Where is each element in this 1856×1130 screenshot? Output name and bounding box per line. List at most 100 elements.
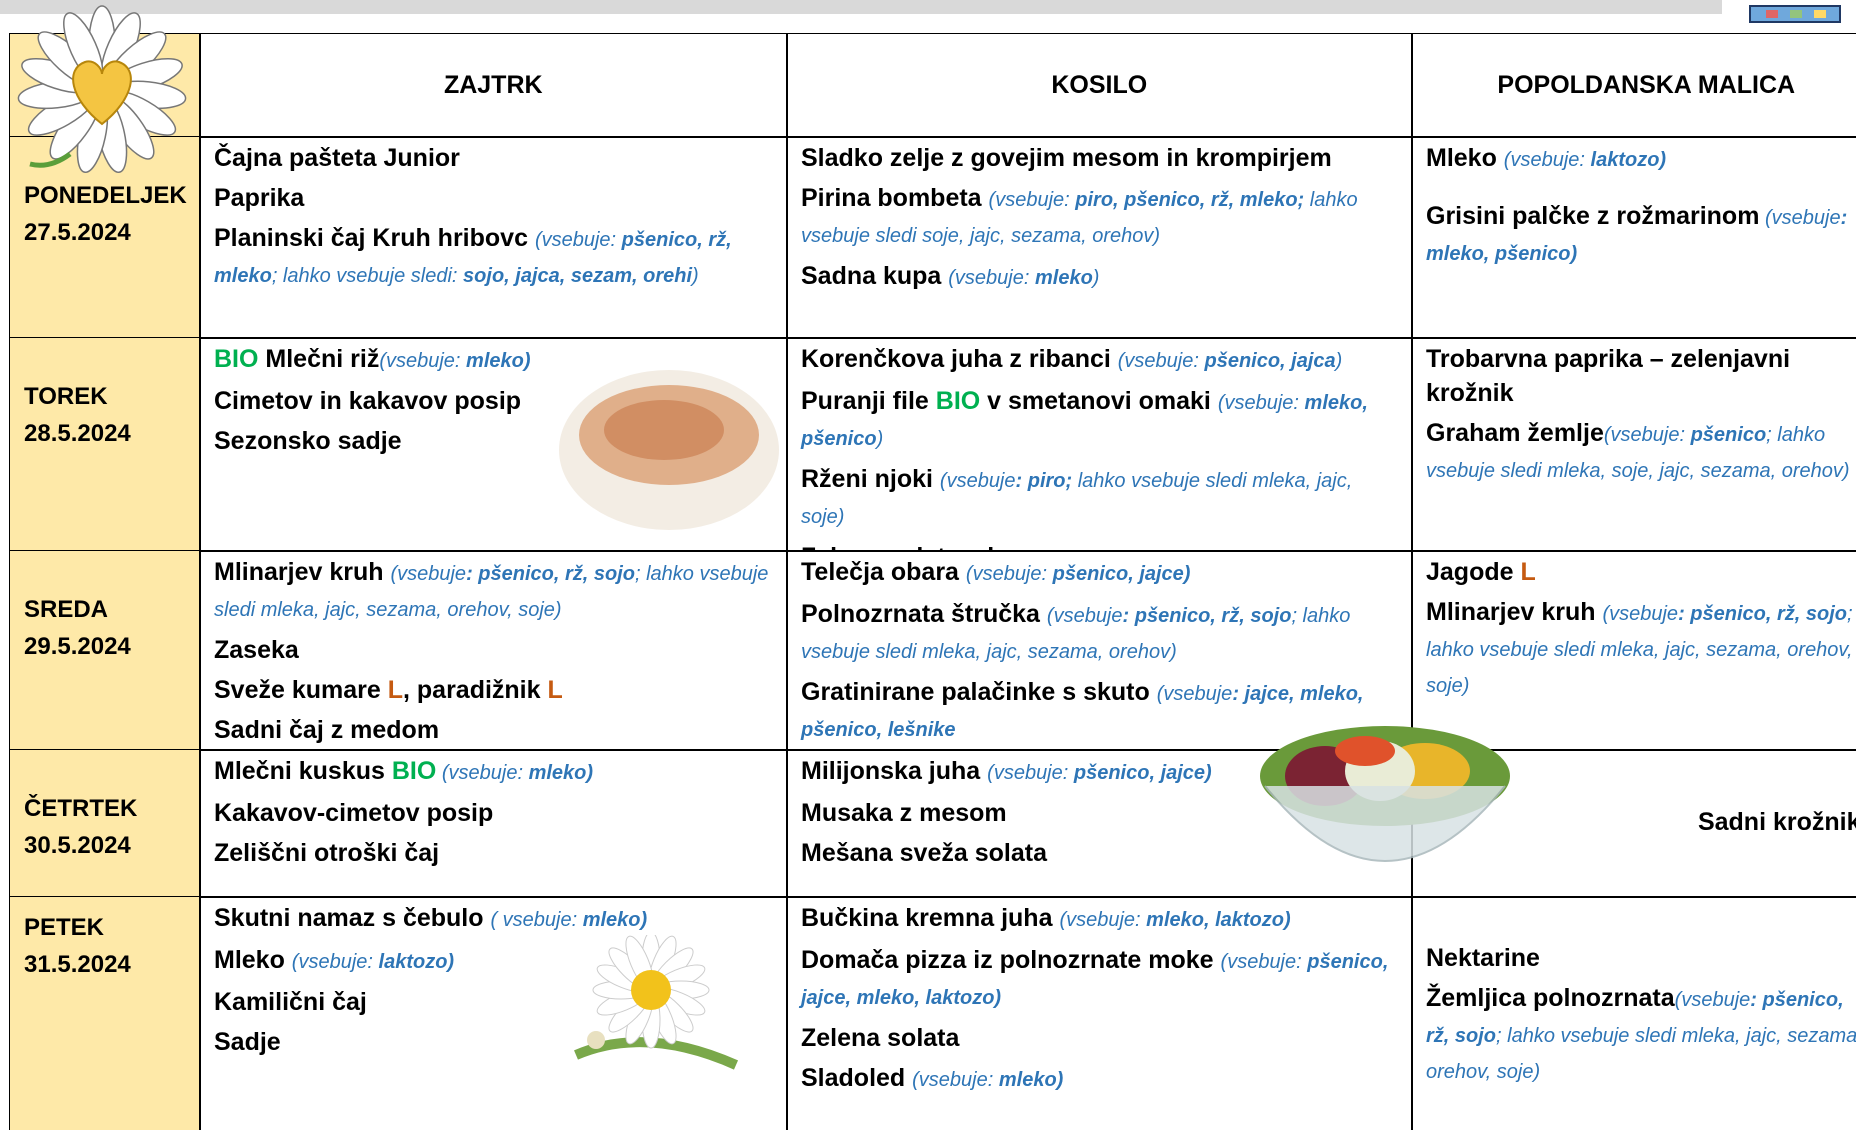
bio-text: BIO [391, 757, 437, 785]
note-text: (vsebuje [1759, 207, 1841, 229]
menu-item: Čajna pašteta Junior [214, 141, 775, 175]
dish-text: Jagode [1426, 558, 1521, 586]
note-text: (vsebuje: [948, 267, 1035, 289]
dish-text: Mešana sveža solata [801, 839, 1047, 867]
note-text: (vsebuje: [988, 189, 1076, 211]
dish-text: Bučkina kremna juha [801, 904, 1060, 932]
menu-item: Zeliščni otroški čaj [214, 836, 775, 870]
rice-image [559, 370, 779, 530]
menu-item: Sadni krožnik [1698, 805, 1856, 839]
dish-text: Kakavov-cimetov posip [214, 799, 494, 827]
dish-text: Zelena solata s koruzo [801, 543, 1069, 551]
allergen-text: laktozo) [378, 951, 455, 973]
allergen-text: mleko [1034, 267, 1093, 289]
menu-item: Trobarvna paprika – zelenjavni krožnik [1426, 342, 1856, 410]
dish-text: Sadje [214, 1028, 281, 1056]
dish-text: Sveže kumare [214, 676, 388, 704]
note-text: (vsebuje: [1059, 909, 1147, 931]
allergen-text: pšenico, jajce) [1073, 762, 1212, 784]
dish-text: Korenčkova juha z ribanci [801, 345, 1118, 373]
day-date: 27.5.2024 [24, 219, 131, 246]
note-text: ; lahko vsebuje sledi: [271, 265, 464, 287]
dish-text: Sadni krožnik [1697, 808, 1856, 837]
note-text: ; lahko vsebuje sledi mleka, jajc, sezam… [214, 563, 769, 621]
allergen-text: mleko) [998, 1069, 1064, 1091]
day-cell: TOREK 28.5.2024 [9, 337, 201, 552]
allergen-text: laktozo) [1590, 149, 1667, 171]
menu-cell: Jagode L Mlinarjev kruh (vsebuje: pšenico… [1411, 550, 1856, 751]
note-text: lahko vsebuje sledi mleka, jajc, soje) [801, 470, 1353, 528]
note-text: (vsebuje [1674, 989, 1751, 1011]
menu-item: Mleko (vsebuje: laktozo) [1426, 141, 1856, 177]
day-date: 30.5.2024 [24, 832, 131, 859]
menu-item: Mešana sveža solata [801, 836, 1400, 870]
note-text: ) [1092, 267, 1100, 289]
dish-text: Sadni čaj z medom [214, 716, 440, 744]
day-day: PETEK [24, 914, 105, 941]
dish-text: Zeliščni otroški čaj [214, 839, 440, 867]
menu-item: Sveže kumare L, paradižnik L [214, 673, 775, 707]
dish-text: Gratinirane palačinke s skuto [801, 678, 1157, 706]
note-text: (vsebuje: [987, 762, 1074, 784]
allergen-text: pšenico, jajca [1204, 350, 1336, 372]
day-day: TOREK [24, 383, 108, 410]
menu-item: Bučkina kremna juha (vsebuje: mleko, lak… [801, 901, 1400, 937]
menu-cell: Skutni namaz s čebulo ( vsebuje: mleko) M… [199, 896, 788, 1130]
menu-item: Graham žemlje(vsebuje: pšenico; lahko vs… [1426, 416, 1856, 488]
menu-item: Sadje [214, 1025, 775, 1059]
allergen-text: : pšenico, rž, sojo [1678, 603, 1847, 625]
note-text: (vsebuje: [291, 951, 379, 973]
dish-text: Mlečni kuskus [214, 757, 392, 785]
allergen-text: sojo, jajca, sezam, orehi [463, 265, 693, 287]
menu-item: Paprika [214, 181, 775, 215]
note-text: ) [692, 265, 699, 287]
dish-text: Musaka z mesom [801, 799, 1007, 827]
day-day: PONEDELJEK [24, 182, 187, 209]
note-text: (vsebuje: [1220, 951, 1308, 973]
note-text: (vsebuje: [436, 762, 529, 784]
allergen-text: pšenico [1690, 424, 1767, 446]
note-text: (vsebuje [1602, 603, 1679, 625]
dish-text: , paradižnik [403, 676, 548, 704]
menu-cell: Mlečni kuskus BIO (vsebuje: mleko) Kakavo… [199, 749, 788, 898]
allergen-text: pšenico, jajce) [1052, 563, 1191, 585]
dish-text: Domača pizza iz polnozrnate moke [801, 946, 1221, 974]
local-text: L [1520, 558, 1536, 586]
dish-text: Grisini palčke z rožmarinom [1426, 202, 1760, 230]
note-text: (vsebuje: [1503, 149, 1591, 171]
column-title: POPOLDANSKA MALICA [1497, 70, 1796, 99]
note-text: ( vsebuje: [490, 909, 583, 931]
menu-item: Rženi njoki (vsebuje: piro; lahko vsebuj… [801, 462, 1400, 534]
dish-text: Sladko zelje z govejim mesom in krompirj… [801, 144, 1332, 172]
menu-item: Nektarine [1426, 941, 1856, 975]
menu-cell: Trobarvna paprika – zelenjavni krožnik Gr… [1411, 337, 1856, 552]
daisy-image [17, 5, 187, 174]
allergen-text: : mleko, pšenico) [1426, 207, 1848, 265]
day-date: 31.5.2024 [24, 951, 131, 978]
menu-item: Mlinarjev kruh (vsebuje: pšenico, rž, so… [214, 555, 775, 627]
menu-item: Mleko (vsebuje: laktozo) [214, 943, 775, 979]
menu-cell: Korenčkova juha z ribanci (vsebuje: pšen… [786, 337, 1413, 552]
dish-text: Cimetov in kakavov posip [214, 387, 522, 415]
dish-text: Žemljica polnozrnata [1426, 984, 1675, 1012]
menu-item: BIO Mlečni riž(vsebuje: mleko) [214, 342, 775, 378]
note-text: (vsebuje [1046, 605, 1123, 627]
local-text: L [387, 676, 403, 704]
allergen-text: : pšenico, rž, sojo [1122, 605, 1292, 627]
logo-icon [1749, 5, 1841, 23]
day-date: 28.5.2024 [24, 420, 131, 447]
menu-cell: Nektarine Žemljica polnozrnata(vsebuje: p… [1411, 896, 1856, 1130]
chamomile-image [574, 935, 739, 1070]
salad-image [1260, 726, 1510, 862]
dish-text: Polnozrnata štručka [801, 600, 1047, 628]
note-text: (vsebuje: [912, 1069, 999, 1091]
menu-cell: BIO Mlečni riž(vsebuje: mleko) Cimetov in… [199, 337, 788, 552]
dish-text: Mleko [214, 946, 292, 974]
note-text: (vsebuje: [379, 350, 467, 372]
note-text: ; lahko vsebuje sledi mleka, soje, jajc,… [1426, 424, 1850, 482]
menu-item: Pirina bombeta (vsebuje: piro, pšenico, … [801, 181, 1400, 253]
dish-text: Sezonsko sadje [214, 427, 402, 455]
note-text: (vsebuje: [534, 229, 622, 251]
menu-item: Sadni čaj z medom [214, 713, 775, 747]
menu-cell: Milijonska juha (vsebuje: pšenico, jajce… [786, 749, 1413, 898]
